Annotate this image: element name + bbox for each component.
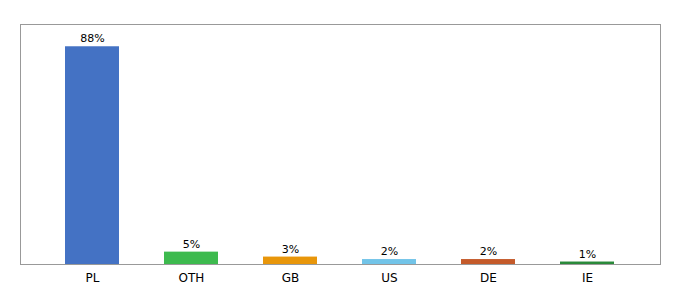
svg-text:1%: 1%	[579, 248, 596, 261]
svg-text:2%: 2%	[480, 245, 497, 258]
svg-text:US: US	[381, 271, 397, 285]
svg-text:PL: PL	[86, 271, 100, 285]
svg-text:DE: DE	[480, 271, 497, 285]
svg-text:2%: 2%	[381, 245, 398, 258]
svg-text:OTH: OTH	[179, 271, 205, 285]
svg-text:3%: 3%	[282, 243, 299, 256]
svg-text:GB: GB	[282, 271, 300, 285]
svg-text:IE: IE	[582, 271, 593, 285]
svg-text:5%: 5%	[183, 238, 200, 251]
svg-text:88%: 88%	[80, 32, 104, 45]
